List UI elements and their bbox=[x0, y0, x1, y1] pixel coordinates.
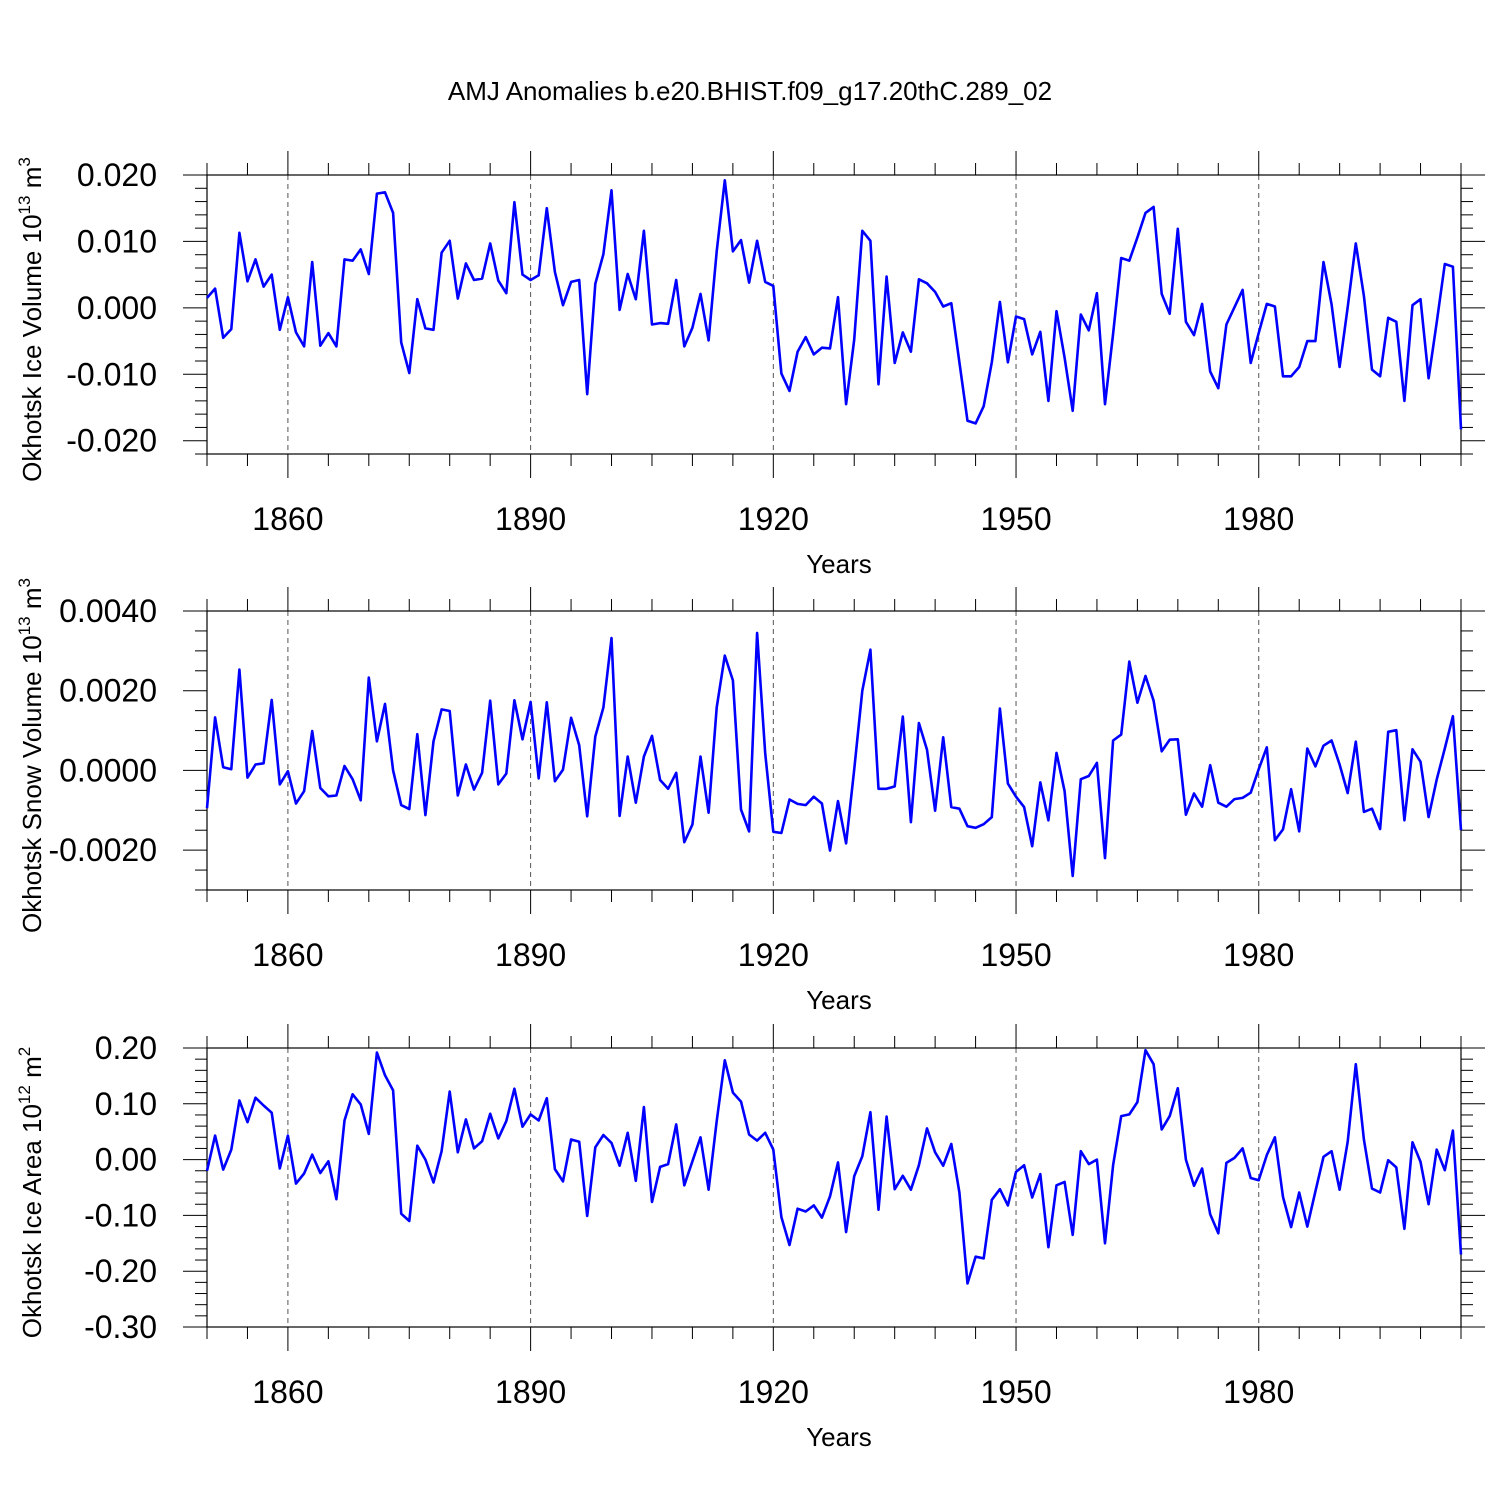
plot-frame bbox=[206, 1047, 1462, 1328]
plot-frame bbox=[206, 610, 1462, 891]
x-tick-label: 1920 bbox=[738, 937, 809, 973]
panel-ice-volume: 0.020 0.010 0.000 -0.010 -0.020 1860 1890 1920 1… bbox=[15, 151, 1485, 579]
y-tick-label: -0.30 bbox=[84, 1309, 157, 1345]
y-tick-label: 0.20 bbox=[95, 1030, 157, 1066]
y-axis-title: Okhotsk Snow Volume 1013 m3 bbox=[15, 578, 47, 933]
panel-ice-area: 0.20 0.10 0.00 -0.10 -0.20 -0.30 1860 1890 1920 1… bbox=[15, 1024, 1485, 1452]
y-tick-label: -0.010 bbox=[66, 356, 157, 392]
x-tick-label: 1860 bbox=[252, 501, 323, 537]
y-tick-label: 0.10 bbox=[95, 1086, 157, 1122]
y-tick-label: -0.10 bbox=[84, 1197, 157, 1233]
x-tick-label: 1860 bbox=[252, 937, 323, 973]
y-tick-label: -0.020 bbox=[66, 423, 157, 459]
y-tick-label: -0.0020 bbox=[48, 832, 157, 868]
x-tick-label: 1890 bbox=[495, 937, 566, 973]
x-tick-label: 1980 bbox=[1223, 937, 1294, 973]
panel-snow-volume: 0.0040 0.0020 0.0000 -0.0020 1860 1890 1920 195… bbox=[15, 578, 1485, 1015]
y-tick-label: 0.00 bbox=[95, 1142, 157, 1178]
x-axis-title: Years bbox=[806, 1422, 872, 1452]
y-tick-label: 0.0020 bbox=[59, 673, 157, 709]
y-axis-title: Okhotsk Ice Volume 1013 m3 bbox=[15, 157, 47, 482]
y-tick-label: 0.0040 bbox=[59, 593, 157, 629]
x-tick-label: 1890 bbox=[495, 501, 566, 537]
series-line bbox=[206, 179, 1463, 430]
x-tick-label: 1950 bbox=[980, 501, 1051, 537]
y-tick-label: -0.20 bbox=[84, 1253, 157, 1289]
x-tick-label: 1890 bbox=[495, 1374, 566, 1410]
x-tick-label: 1950 bbox=[980, 1374, 1051, 1410]
plot-frame bbox=[206, 174, 1462, 455]
series-line bbox=[205, 1048, 1463, 1285]
x-tick-label: 1920 bbox=[738, 501, 809, 537]
y-tick-label: 0.010 bbox=[77, 223, 157, 259]
x-tick-label: 1860 bbox=[252, 1374, 323, 1410]
y-tick-label: 0.000 bbox=[77, 290, 157, 326]
x-axis-title: Years bbox=[806, 549, 872, 579]
x-axis-title: Years bbox=[806, 985, 872, 1015]
chart-title: AMJ Anomalies b.e20.BHIST.f09_g17.20thC.… bbox=[448, 76, 1052, 106]
x-tick-label: 1980 bbox=[1223, 1374, 1294, 1410]
x-tick-label: 1950 bbox=[980, 937, 1051, 973]
x-tick-label: 1920 bbox=[738, 1374, 809, 1410]
y-tick-label: 0.0000 bbox=[59, 752, 157, 788]
y-tick-label: 0.020 bbox=[77, 157, 157, 193]
series-line bbox=[205, 631, 1463, 878]
x-tick-label: 1980 bbox=[1223, 501, 1294, 537]
y-axis-title: Okhotsk Ice Area 1012 m2 bbox=[15, 1047, 47, 1338]
